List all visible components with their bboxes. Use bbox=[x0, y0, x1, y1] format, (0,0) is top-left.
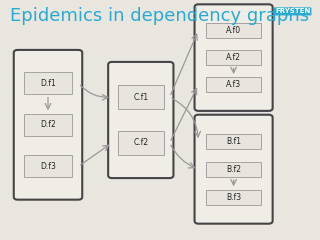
Text: A.f2: A.f2 bbox=[226, 53, 241, 62]
Text: Epidemics in dependency graphs: Epidemics in dependency graphs bbox=[10, 7, 309, 25]
FancyBboxPatch shape bbox=[206, 78, 261, 92]
FancyBboxPatch shape bbox=[206, 134, 261, 149]
Text: FRYSTEN: FRYSTEN bbox=[275, 8, 310, 14]
FancyBboxPatch shape bbox=[206, 162, 261, 177]
Text: B.f3: B.f3 bbox=[226, 193, 241, 202]
Text: C.f2: C.f2 bbox=[133, 138, 148, 147]
Text: B.f1: B.f1 bbox=[226, 137, 241, 146]
FancyBboxPatch shape bbox=[24, 155, 72, 177]
FancyBboxPatch shape bbox=[108, 62, 173, 178]
FancyBboxPatch shape bbox=[14, 50, 82, 200]
FancyBboxPatch shape bbox=[118, 85, 164, 109]
Text: A.f0: A.f0 bbox=[226, 26, 241, 35]
FancyBboxPatch shape bbox=[24, 72, 72, 94]
Text: B.f2: B.f2 bbox=[226, 165, 241, 174]
FancyBboxPatch shape bbox=[206, 50, 261, 65]
FancyBboxPatch shape bbox=[24, 114, 72, 136]
FancyBboxPatch shape bbox=[206, 23, 261, 38]
Text: D.f2: D.f2 bbox=[40, 120, 56, 129]
FancyBboxPatch shape bbox=[195, 4, 273, 111]
FancyBboxPatch shape bbox=[195, 115, 273, 224]
Text: A.f3: A.f3 bbox=[226, 80, 241, 89]
Text: C.f1: C.f1 bbox=[133, 93, 148, 102]
Text: D.f3: D.f3 bbox=[40, 162, 56, 171]
FancyBboxPatch shape bbox=[118, 131, 164, 155]
FancyBboxPatch shape bbox=[206, 190, 261, 205]
Text: D.f1: D.f1 bbox=[40, 79, 56, 88]
